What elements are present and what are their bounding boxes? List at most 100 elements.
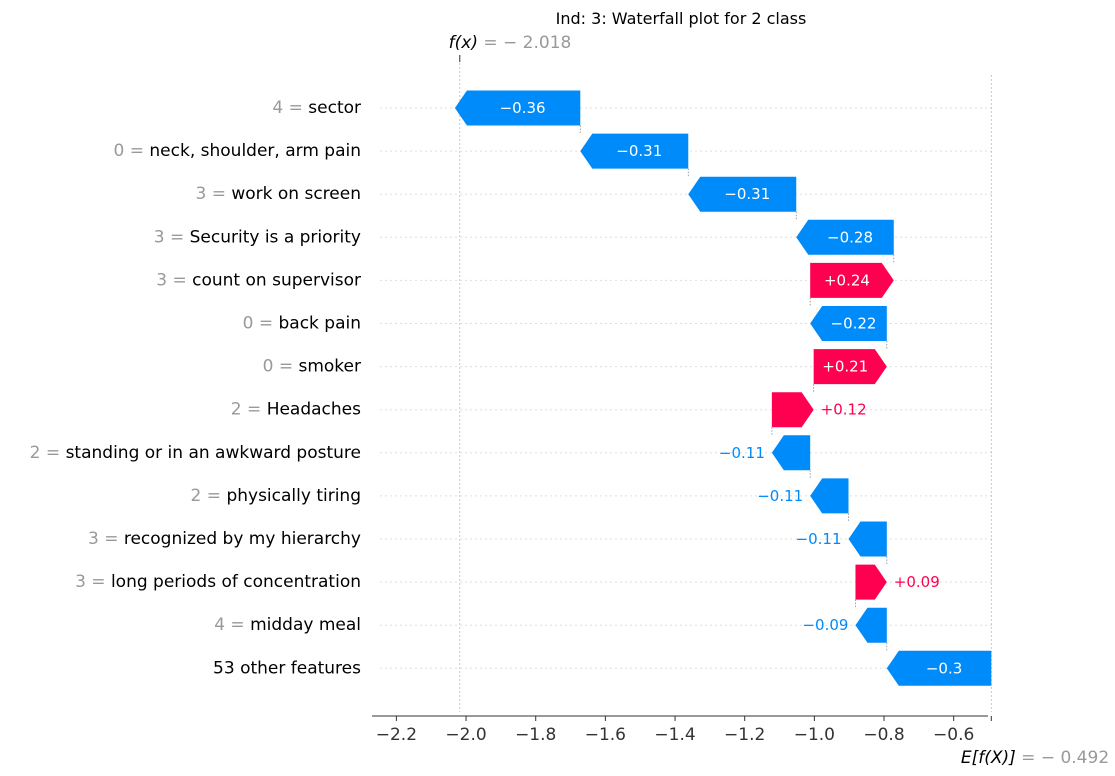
bar-positive <box>771 392 814 428</box>
bar-negative <box>771 435 811 471</box>
feature-name: count on supervisor <box>192 270 361 290</box>
fx-value: = − 2.018 <box>478 33 571 53</box>
feature-name: recognized by my hierarchy <box>124 529 361 549</box>
x-tick-label: −1.4 <box>654 725 695 745</box>
bar-negative <box>886 650 992 686</box>
feature-name: back pain <box>278 314 361 334</box>
bar-value-label: −0.31 <box>724 185 770 203</box>
feature-value: 3 <box>195 184 206 204</box>
feature-label: 0 = back pain <box>243 314 361 334</box>
feature-label: 3 = count on supervisor <box>156 270 361 290</box>
bar-value-label: −0.09 <box>802 616 848 634</box>
bar-negative <box>810 478 849 514</box>
feature-name: long periods of concentration <box>111 572 361 592</box>
feature-value: 3 <box>75 572 86 592</box>
feature-label: 3 = recognized by my hierarchy <box>88 529 361 549</box>
feature-name: sector <box>308 98 361 118</box>
feature-label: 3 = long periods of concentration <box>75 572 361 592</box>
equals-sign: = <box>253 314 278 334</box>
feature-label: 4 = sector <box>272 98 361 118</box>
feature-value: 4 <box>214 615 225 635</box>
feature-labels: 4 = sector 0 = neck, shoulder, arm pain 3 … <box>30 98 361 678</box>
bar-value-label: +0.21 <box>822 358 868 376</box>
feature-label: 2 = physically tiring <box>191 486 361 506</box>
bar-positive <box>810 262 894 298</box>
fx-label: f(x) <box>449 33 478 53</box>
fx-annotation: f(x) = − 2.018 <box>449 33 572 53</box>
x-tick-label: −1.6 <box>585 725 626 745</box>
bars: −0.36 −0.31 −0.31 −0.28 +0.24 −0.22 +0.21 +0.12… <box>454 90 992 686</box>
feature-label: 0 = smoker <box>263 357 361 377</box>
feature-name: Security is a priority <box>190 227 361 247</box>
feature-label: 2 = Headaches <box>231 400 361 420</box>
equals-sign: = <box>225 615 250 635</box>
feature-label: 4 = midday meal <box>214 615 361 635</box>
bar-negative <box>580 133 689 169</box>
x-tick-label: −2.2 <box>376 725 417 745</box>
feature-label: 3 = Security is a priority <box>154 227 361 247</box>
equals-sign: = <box>41 443 66 463</box>
bar-value-label: +0.09 <box>894 573 940 591</box>
bar-value-label: +0.24 <box>824 271 870 289</box>
chart-title: Ind: 3: Waterfall plot for 2 class <box>556 9 807 28</box>
bar-value-label: −0.11 <box>796 530 842 548</box>
feature-value: 3 <box>154 227 165 247</box>
bar-negative <box>796 219 894 255</box>
bar-value-label: +0.12 <box>821 401 867 419</box>
bar-value-label: −0.11 <box>757 487 803 505</box>
equals-sign: = <box>86 572 111 592</box>
bar-negative <box>454 90 581 126</box>
x-tick-label: −0.6 <box>933 725 974 745</box>
feature-name: standing or in an awkward posture <box>66 443 361 463</box>
efx-label: E[f(X)] <box>961 748 1016 768</box>
reference-lines <box>459 55 992 712</box>
bar-negative <box>855 607 887 643</box>
bar-value-label: −0.31 <box>616 142 662 160</box>
bar-negative <box>688 176 797 212</box>
equals-sign: = <box>273 357 298 377</box>
feature-name: smoker <box>298 357 361 377</box>
grid-lines <box>380 107 992 669</box>
feature-value: 2 <box>231 400 242 420</box>
bar-value-label: −0.36 <box>500 99 546 117</box>
feature-value: 2 <box>30 443 41 463</box>
equals-sign: = <box>124 141 149 161</box>
feature-value: 0 <box>114 141 125 161</box>
x-tick-label: −0.8 <box>863 725 904 745</box>
feature-value: 2 <box>191 486 202 506</box>
bar-value-label: −0.28 <box>827 228 873 246</box>
equals-sign: = <box>242 400 267 420</box>
bar-negative <box>848 521 887 557</box>
equals-sign: = <box>206 184 231 204</box>
feature-name: 53 other features <box>213 658 361 678</box>
feature-name: Headaches <box>267 400 361 420</box>
bar-value-label: −0.3 <box>926 659 962 677</box>
x-tick-label: −1.8 <box>515 725 556 745</box>
feature-label: 53 other features <box>213 658 361 678</box>
x-tick-label: −1.0 <box>794 725 835 745</box>
feature-name: physically tiring <box>226 486 361 506</box>
feature-name: midday meal <box>250 615 361 635</box>
equals-sign: = <box>99 529 124 549</box>
efx-annotation: E[f(X)] = − 0.492 <box>961 748 1109 768</box>
feature-value: 0 <box>243 314 254 334</box>
x-tick-label: −1.2 <box>724 725 765 745</box>
feature-value: 0 <box>263 357 274 377</box>
feature-value: 3 <box>88 529 99 549</box>
feature-name: neck, shoulder, arm pain <box>149 141 361 161</box>
equals-sign: = <box>201 486 226 506</box>
equals-sign: = <box>283 98 308 118</box>
feature-label: 0 = neck, shoulder, arm pain <box>114 141 361 161</box>
feature-name: work on screen <box>231 184 361 204</box>
x-axis: −2.2 −2.0 −1.8 −1.6 −1.4 −1.2 −1.0 −0.8 −0.6 <box>372 715 992 745</box>
feature-value: 4 <box>272 98 283 118</box>
bar-positive <box>813 349 887 385</box>
bar-positive <box>855 564 887 600</box>
feature-value: 3 <box>156 270 167 290</box>
bar-value-label: −0.22 <box>831 315 877 333</box>
x-tick-label: −2.0 <box>445 725 486 745</box>
efx-value: = − 0.492 <box>1016 748 1109 768</box>
feature-label: 3 = work on screen <box>195 184 361 204</box>
bar-negative <box>810 306 887 341</box>
